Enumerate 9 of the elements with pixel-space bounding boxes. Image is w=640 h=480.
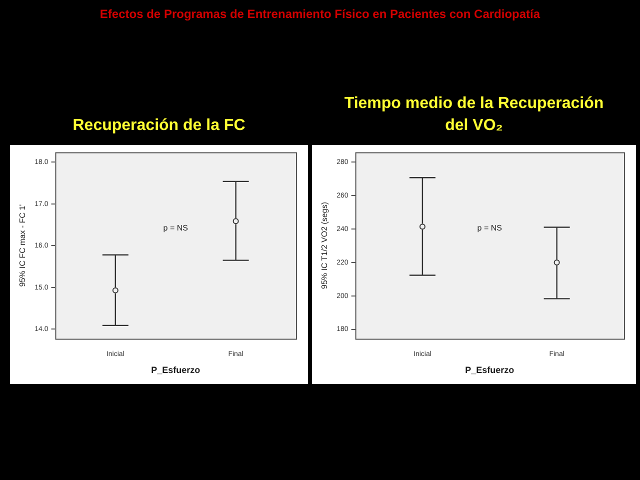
text: Efectos de Programas de Entrenamiento Físico en Pacientes con Cardiopatía — [98, 7, 542, 21]
y-axis-title: 95% IC T1/2 VO2 (segs) — [320, 202, 330, 289]
x-axis-title: P_Esfuerzo — [465, 365, 515, 376]
chart-title: Tiempo medio de la Recuperación del VO₂ — [344, 94, 604, 136]
chart-title: Recuperación de la FC — [72, 116, 246, 136]
y-axis-title: 95% IC FC max - FC 1' — [18, 204, 28, 287]
annotation: p = NS — [163, 224, 188, 232]
annotation: p = NS — [477, 224, 502, 232]
x-axis-title: P_Esfuerzo — [151, 365, 201, 376]
